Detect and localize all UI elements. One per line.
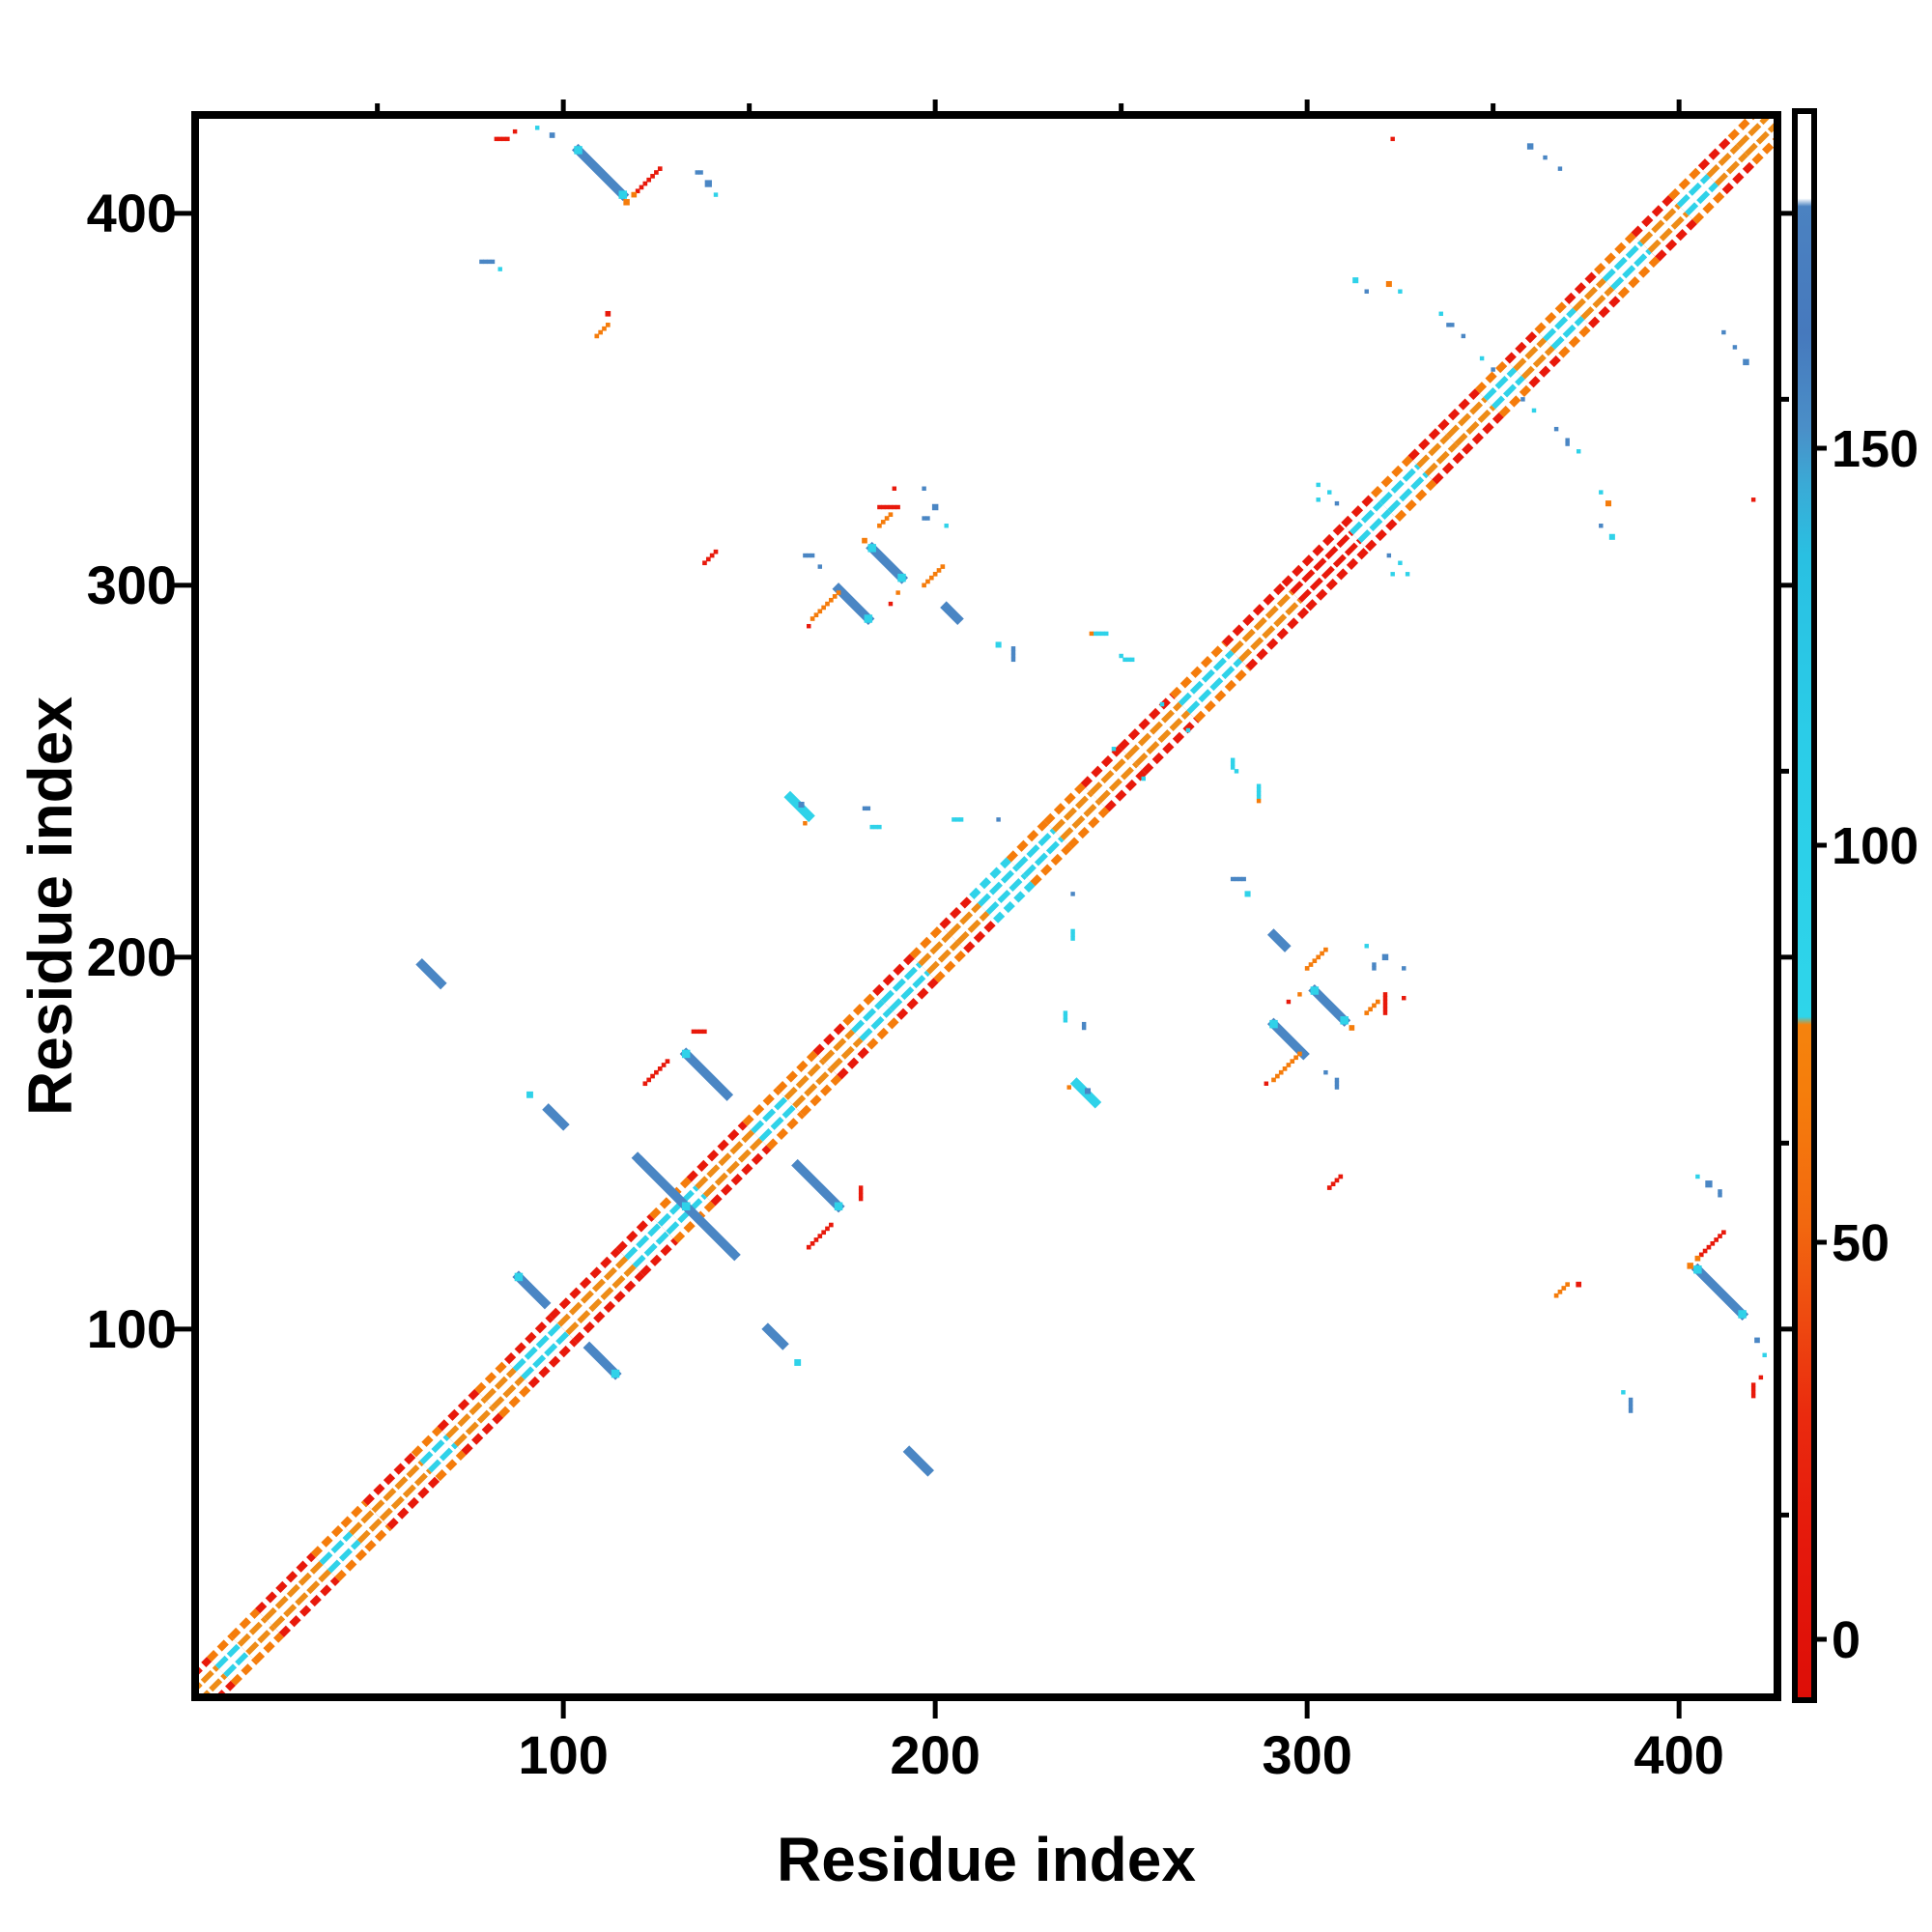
plot-frame — [191, 111, 1781, 1701]
x-tick-label: 400 — [1634, 1724, 1723, 1785]
colorbar — [1792, 108, 1817, 1703]
colorbar-tick-label: 50 — [1832, 1214, 1889, 1272]
x-tick-label: 100 — [518, 1724, 608, 1785]
contact-map-cells — [195, 115, 1777, 1697]
x-tick-label: 200 — [890, 1724, 980, 1785]
y-axis-title: Residue index — [15, 696, 85, 1116]
colorbar-tick-label: 0 — [1832, 1611, 1861, 1669]
y-tick-label: 100 — [87, 1298, 177, 1359]
y-tick-label: 300 — [87, 554, 177, 615]
x-axis-title: Residue index — [777, 1825, 1196, 1894]
y-tick-label: 400 — [87, 183, 177, 243]
colorbar-tick-label: 150 — [1832, 420, 1918, 478]
y-tick-label: 200 — [87, 926, 177, 987]
x-tick-label: 300 — [1262, 1724, 1351, 1785]
colorbar-tick-label: 100 — [1832, 817, 1918, 875]
